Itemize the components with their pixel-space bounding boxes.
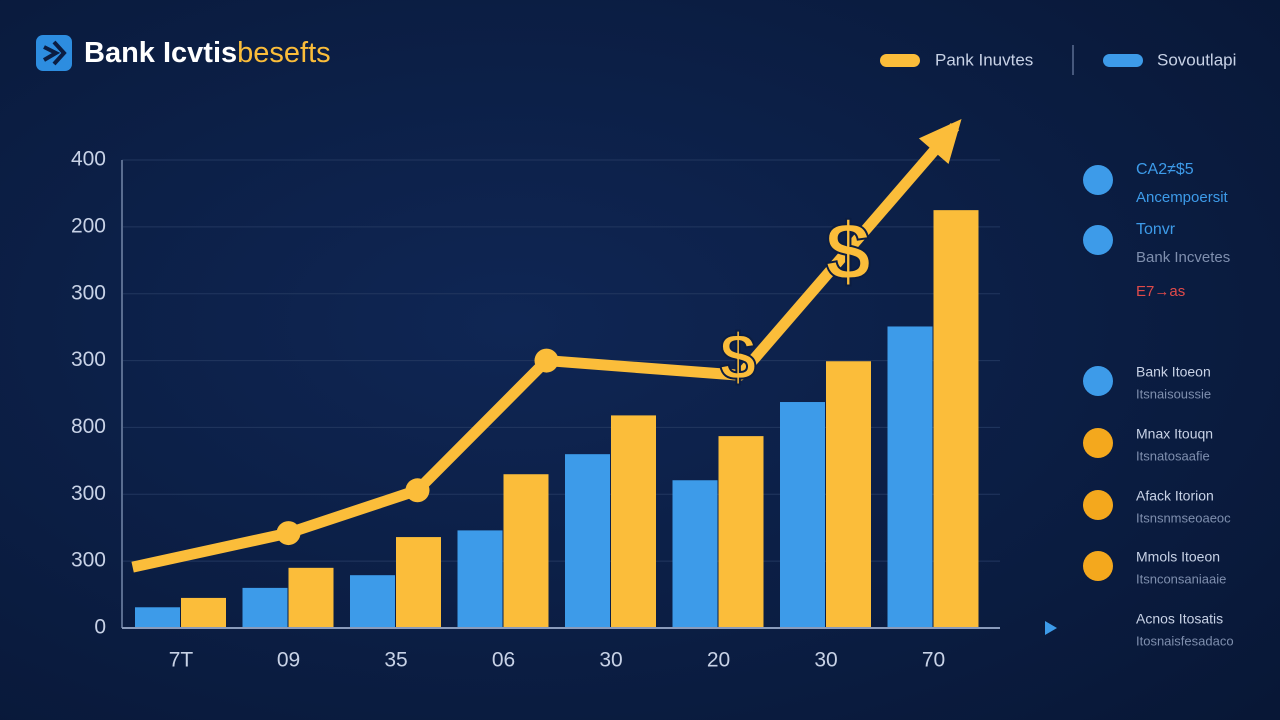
side-note: E7→as [1136,283,1185,300]
y-tick-label: 300 [71,348,106,371]
legend-swatch [880,54,920,67]
y-tick-label: 800 [71,415,106,438]
trend-point [534,348,559,373]
bar [503,474,549,628]
y-tick-label: 300 [71,549,106,572]
side-sublabel: Itsnsnmseoaeoc [1136,510,1231,525]
y-tick-label: 300 [71,482,106,505]
bar [135,607,180,628]
side-sublabel: Ancempoersit [1136,189,1229,206]
side-dot [1083,165,1113,195]
x-tick-label: 20 [707,649,730,672]
side-dot [1083,428,1113,458]
title-main: Bank Icvtis [84,37,237,69]
bar [887,326,933,628]
bar [396,537,441,628]
x-tick-label: 35 [384,649,407,672]
side-sublabel: Itsnconsaniaaie [1136,571,1226,586]
bar [672,480,718,628]
arrow-head [918,119,962,165]
title-suffix: besefts [237,37,331,69]
side-panel: CA2≠$5 Ancempoersit Tonvr Bank Incvetes E7→a… [1045,161,1234,648]
legend: Pank Inuvtes Sovoutlapi [880,50,1236,69]
logo [36,35,72,71]
bar [780,402,825,628]
y-tick-label: 300 [71,281,106,304]
side-sublabel: Bank Incvetes [1136,249,1230,266]
y-tick-label: 0 [94,616,106,639]
y-tick-label: 400 [71,148,106,171]
bar [826,361,871,628]
x-tick-label: 30 [814,649,837,672]
trend-point [405,478,430,503]
legend-swatch [1103,54,1143,67]
bar [718,436,764,628]
x-tick-label: 09 [277,649,300,672]
bar [181,597,226,628]
bar [933,210,979,628]
side-label: Bank Itoeon [1136,364,1211,380]
y-tick-label: 200 [71,214,106,237]
legend-label: Pank Inuvtes [935,50,1033,69]
dollar-sign: $ [825,207,871,298]
side-sublabel: Itosnaisfesadaco [1136,633,1234,648]
x-tick-label: 70 [922,649,945,672]
side-dot [1083,366,1113,396]
bar [350,575,395,628]
side-label: Afack Itorion [1136,488,1214,504]
side-arrow [1045,621,1057,635]
side-label: Tonvr [1136,221,1176,238]
side-dot [1083,225,1113,255]
x-tick-label: 06 [492,649,515,672]
bar [611,415,656,628]
side-sublabel: Itsnatosaafie [1136,448,1210,463]
side-label: Mnax Itouqn [1136,426,1213,442]
x-tick-label: 7T [169,649,194,672]
trend-point [276,521,301,546]
side-dot [1083,490,1113,520]
plot: 0 300 300 800 300 300 200 400 7T 09 35 06 30 20 30 70 $ $ [71,119,1000,672]
side-sublabel: Itsnaisoussie [1136,386,1211,401]
x-tick-label: 30 [599,649,622,672]
side-label: Mmols Itoeon [1136,549,1220,565]
trend-line [131,122,960,573]
chart-title: Bank Icvtisbesefts [84,37,331,69]
bar [565,454,610,628]
bar [457,530,503,628]
dollar-sign: $ [720,319,757,393]
bar [242,587,288,628]
side-dot [1083,551,1113,581]
legend-label: Sovoutlapi [1157,50,1236,69]
side-label: Acnos Itosatis [1136,611,1223,627]
bar [288,567,334,628]
side-label: CA2≠$5 [1136,161,1194,178]
